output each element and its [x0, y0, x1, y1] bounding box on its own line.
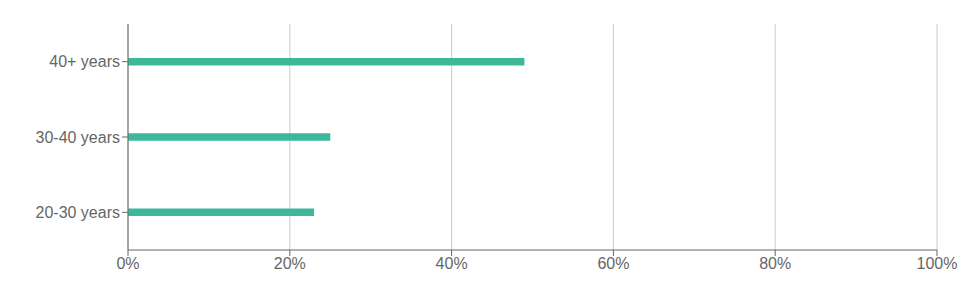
svg-text:30-40 years: 30-40 years	[36, 129, 121, 146]
svg-text:100%: 100%	[917, 255, 958, 272]
svg-text:20%: 20%	[274, 255, 306, 272]
svg-text:60%: 60%	[597, 255, 629, 272]
svg-text:40%: 40%	[436, 255, 468, 272]
svg-text:20-30 years: 20-30 years	[36, 204, 121, 221]
svg-text:80%: 80%	[759, 255, 791, 272]
svg-text:40+ years: 40+ years	[49, 53, 120, 70]
svg-text:0%: 0%	[116, 255, 139, 272]
